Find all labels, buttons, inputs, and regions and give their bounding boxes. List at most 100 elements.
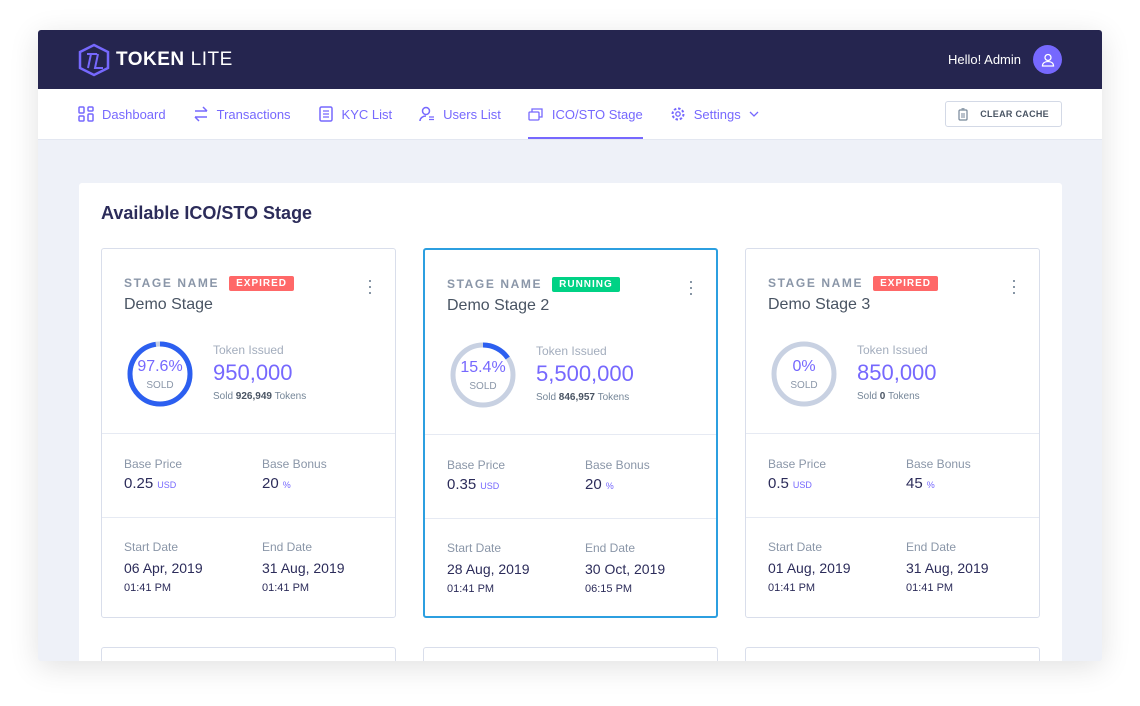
start-date-label: Start Date xyxy=(768,540,823,554)
tokens-sold: Sold 0 Tokens xyxy=(857,391,920,402)
logo-text-light: LITE xyxy=(190,48,233,70)
base-bonus-value: 20% xyxy=(585,476,614,493)
logo-icon xyxy=(78,43,110,76)
end-date-value: 31 Aug, 2019 xyxy=(262,560,345,576)
app-window: TOKEN LITE Hello! Admin Dashboard Transac… xyxy=(38,30,1102,661)
end-date-label: End Date xyxy=(262,540,313,554)
end-date-value: 31 Aug, 2019 xyxy=(906,560,989,576)
base-bonus-value: 45% xyxy=(906,475,935,492)
stage-name-label: STAGE NAME RUNNING xyxy=(447,277,620,292)
token-issued-label: Token Issued xyxy=(536,344,607,358)
start-date-value: 28 Aug, 2019 xyxy=(447,561,530,577)
user-icon xyxy=(1041,53,1054,67)
ring-fill xyxy=(450,342,516,408)
sold-progress-ring: 15.4% SOLD xyxy=(447,339,519,411)
base-price-value: 0.25 USD xyxy=(124,475,177,492)
avatar[interactable] xyxy=(1033,45,1062,74)
start-date-label: Start Date xyxy=(124,540,179,554)
sold-percent: 97.6% xyxy=(137,358,183,375)
token-issued-value: 950,000 xyxy=(213,360,293,385)
ring-fill xyxy=(127,341,193,407)
status-badge: EXPIRED xyxy=(229,276,295,291)
greeting: Hello! Admin xyxy=(948,52,1021,67)
page-title: Available ICO/STO Stage xyxy=(101,203,313,223)
more-menu-icon[interactable]: · · · xyxy=(367,270,373,302)
end-date-label: End Date xyxy=(906,540,957,554)
more-menu-icon[interactable]: · · · xyxy=(1011,270,1017,302)
base-bonus-value: 20% xyxy=(262,475,291,492)
gear-icon xyxy=(671,107,685,121)
nav-transactions[interactable]: Transactions xyxy=(193,89,291,139)
start-time-value: 01:41 PM xyxy=(447,583,495,595)
stage-card[interactable] xyxy=(101,647,396,661)
trash-icon xyxy=(958,107,968,121)
stage-name: Demo Stage xyxy=(124,296,213,313)
nav-label: Transactions xyxy=(216,106,291,122)
base-bonus-label: Base Bonus xyxy=(262,457,327,471)
token-issued-value: 5,500,000 xyxy=(536,361,634,386)
tokens-sold: Sold 846,957 Tokens xyxy=(536,392,630,403)
end-date-label: End Date xyxy=(585,541,636,555)
status-badge: RUNNING xyxy=(552,277,620,292)
base-bonus-label: Base Bonus xyxy=(585,458,650,472)
stage-card[interactable]: STAGE NAME EXPIRED Demo Stage · · · 97.6% S… xyxy=(101,248,396,618)
grid-icon xyxy=(78,106,94,122)
chevron-down-icon xyxy=(749,111,759,117)
nav-ico-sto-stage[interactable]: ICO/STO Stage xyxy=(527,89,643,139)
end-time-value: 01:41 PM xyxy=(262,582,310,594)
top-bar: TOKEN LITE Hello! Admin xyxy=(38,30,1102,89)
sold-progress-ring: 97.6% SOLD xyxy=(124,338,196,410)
base-price-label: Base Price xyxy=(124,457,183,471)
coins-icon xyxy=(528,108,543,121)
stage-card[interactable] xyxy=(423,647,718,661)
ring-track xyxy=(771,341,837,407)
document-icon xyxy=(318,106,333,122)
nav-users-list[interactable]: Users List xyxy=(419,89,501,139)
start-date-label: Start Date xyxy=(447,541,502,555)
arrows-icon xyxy=(194,106,208,122)
base-price-label: Base Price xyxy=(768,457,827,471)
clear-cache-button[interactable]: CLEAR CACHE xyxy=(945,101,1062,127)
token-issued-label: Token Issued xyxy=(857,343,928,357)
status-badge: EXPIRED xyxy=(873,276,939,291)
token-issued-label: Token Issued xyxy=(213,343,284,357)
base-price-value: 0.5 USD xyxy=(768,475,812,492)
token-issued-value: 850,000 xyxy=(857,360,937,385)
end-time-value: 01:41 PM xyxy=(906,582,954,594)
user-icon xyxy=(419,106,435,122)
stages-panel: Available ICO/STO Stage STAGE NAME EXPIRE… xyxy=(79,183,1062,661)
stage-name: Demo Stage 2 xyxy=(447,297,550,314)
sold-progress-ring: 0% SOLD xyxy=(768,338,840,410)
stage-name: Demo Stage 3 xyxy=(768,296,871,313)
end-date-value: 30 Oct, 2019 xyxy=(585,561,666,577)
clear-cache-label: CLEAR CACHE xyxy=(980,109,1049,119)
stage-name-label: STAGE NAME EXPIRED xyxy=(768,276,939,291)
nav-label: ICO/STO Stage xyxy=(551,106,643,122)
main-nav: Dashboard Transactions KYC List Users Li… xyxy=(38,89,1102,140)
sold-caption: SOLD xyxy=(790,380,818,391)
stage-card[interactable]: STAGE NAME EXPIRED Demo Stage 3 · · · 0% SO… xyxy=(745,248,1040,618)
logo[interactable]: TOKEN LITE xyxy=(78,43,233,77)
start-time-value: 01:41 PM xyxy=(768,582,816,594)
base-price-value: 0.35 USD xyxy=(447,476,500,493)
nav-label: KYC List xyxy=(341,106,393,122)
nav-label: Dashboard xyxy=(102,106,166,122)
more-menu-icon[interactable]: · · · xyxy=(688,271,694,303)
end-time-value: 06:15 PM xyxy=(585,583,633,595)
sold-caption: SOLD xyxy=(146,380,174,391)
base-price-label: Base Price xyxy=(447,458,506,472)
sold-caption: SOLD xyxy=(469,381,497,392)
nav-label: Settings xyxy=(693,106,741,122)
stage-card[interactable]: STAGE NAME RUNNING Demo Stage 2 · · · 15.4%… xyxy=(423,248,718,618)
nav-settings[interactable]: Settings xyxy=(670,89,759,139)
base-bonus-label: Base Bonus xyxy=(906,457,971,471)
sold-percent: 0% xyxy=(792,358,816,375)
start-date-value: 06 Apr, 2019 xyxy=(124,560,203,576)
nav-label: Users List xyxy=(443,106,501,122)
start-date-value: 01 Aug, 2019 xyxy=(768,560,851,576)
nav-kyc-list[interactable]: KYC List xyxy=(318,89,393,139)
stage-card[interactable] xyxy=(745,647,1040,661)
stage-name-label: STAGE NAME EXPIRED xyxy=(124,276,295,291)
nav-dashboard[interactable]: Dashboard xyxy=(78,89,166,139)
sold-percent: 15.4% xyxy=(460,359,506,376)
